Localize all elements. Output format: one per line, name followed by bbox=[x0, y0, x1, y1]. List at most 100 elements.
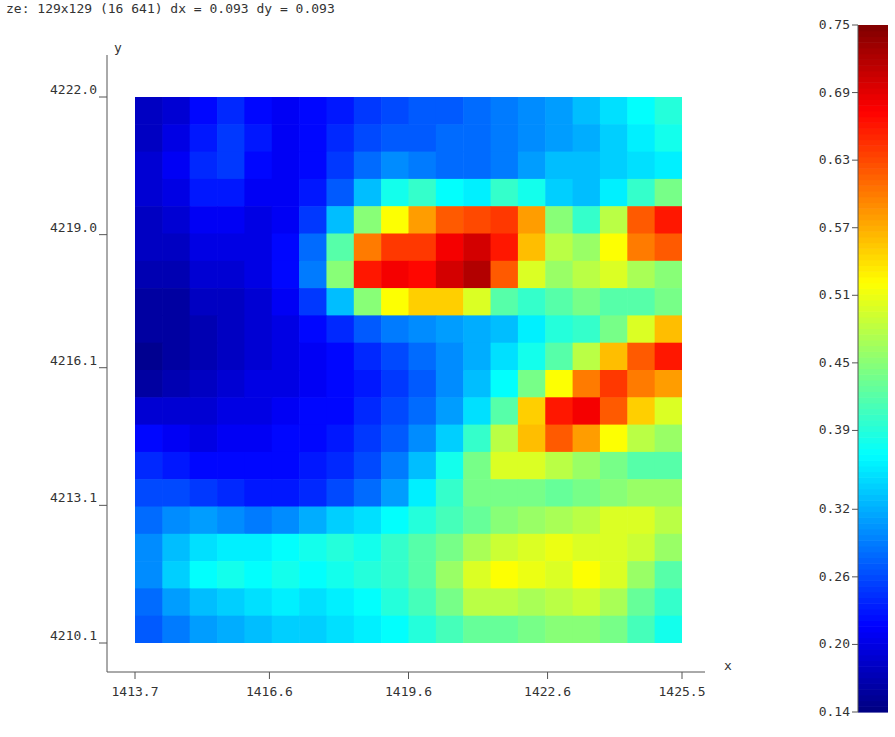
colorbar-strip bbox=[858, 48, 888, 54]
cell bbox=[463, 397, 491, 425]
cell bbox=[162, 425, 190, 453]
cell bbox=[655, 315, 682, 343]
cell bbox=[162, 234, 190, 262]
cell bbox=[655, 152, 682, 180]
cell bbox=[545, 234, 573, 262]
colorbar-tick bbox=[852, 25, 858, 26]
x-tick bbox=[547, 672, 548, 679]
colorbar-strip bbox=[858, 306, 888, 312]
cell bbox=[655, 97, 682, 125]
cell bbox=[655, 616, 682, 643]
colorbar-tick bbox=[852, 576, 858, 577]
cell bbox=[299, 534, 327, 562]
y-tick-label: 4216.1 bbox=[50, 353, 97, 368]
cell bbox=[627, 152, 655, 180]
cell bbox=[244, 534, 272, 562]
cell bbox=[463, 534, 491, 562]
cell bbox=[655, 534, 682, 562]
cell bbox=[381, 452, 409, 480]
colorbar-strip bbox=[858, 494, 888, 500]
cell bbox=[326, 588, 354, 616]
colorbar-tick-label: 0.51 bbox=[819, 287, 850, 302]
cell bbox=[135, 534, 163, 562]
cell bbox=[436, 616, 464, 643]
cell bbox=[162, 152, 190, 180]
colorbar-strip bbox=[858, 643, 888, 649]
cell bbox=[217, 534, 245, 562]
cell bbox=[244, 124, 272, 152]
cell bbox=[518, 397, 546, 425]
cell bbox=[463, 152, 491, 180]
colorbar-strip bbox=[858, 65, 888, 71]
cell bbox=[135, 561, 163, 589]
cell bbox=[381, 179, 409, 207]
colorbar-strip bbox=[858, 357, 888, 363]
cell bbox=[272, 370, 300, 398]
cell bbox=[491, 425, 519, 453]
cell bbox=[600, 288, 628, 316]
cell bbox=[244, 370, 272, 398]
cell bbox=[299, 370, 327, 398]
colorbar-strip bbox=[858, 243, 888, 249]
cell bbox=[436, 370, 464, 398]
cell bbox=[545, 452, 573, 480]
cell bbox=[409, 507, 437, 535]
colorbar-strip bbox=[858, 99, 888, 105]
cell bbox=[600, 534, 628, 562]
cell bbox=[463, 588, 491, 616]
cell bbox=[190, 507, 218, 535]
y-tick bbox=[99, 234, 107, 235]
cell bbox=[190, 179, 218, 207]
colorbar-strip bbox=[858, 111, 888, 117]
cell bbox=[545, 588, 573, 616]
colorbar-strip bbox=[858, 59, 888, 65]
cell bbox=[463, 507, 491, 535]
cell bbox=[491, 343, 519, 371]
colorbar-strip bbox=[858, 180, 888, 186]
colorbar-strip bbox=[858, 660, 888, 666]
cell bbox=[436, 179, 464, 207]
cell bbox=[436, 479, 464, 507]
cell bbox=[436, 534, 464, 562]
cell bbox=[272, 152, 300, 180]
cell bbox=[463, 261, 491, 289]
chart: ze: 129x129 (16 641) dx = 0.093 dy = 0.0… bbox=[0, 0, 895, 737]
colorbar-tick bbox=[852, 644, 858, 645]
cell bbox=[545, 315, 573, 343]
cell bbox=[381, 261, 409, 289]
cell bbox=[326, 452, 354, 480]
cell bbox=[272, 234, 300, 262]
cell bbox=[244, 206, 272, 234]
cell bbox=[326, 179, 354, 207]
cell bbox=[600, 616, 628, 643]
cell bbox=[326, 561, 354, 589]
colorbar-strip bbox=[858, 197, 888, 203]
cell bbox=[518, 370, 546, 398]
colorbar-strip bbox=[858, 300, 888, 306]
cell bbox=[135, 343, 163, 371]
cell bbox=[354, 588, 382, 616]
cell bbox=[600, 479, 628, 507]
cell bbox=[545, 425, 573, 453]
colorbar-tick-label: 0.45 bbox=[819, 355, 850, 370]
cell bbox=[518, 97, 546, 125]
cell bbox=[655, 397, 682, 425]
colorbar-tick-label: 0.57 bbox=[819, 220, 850, 235]
cell bbox=[409, 425, 437, 453]
colorbar-strip bbox=[858, 603, 888, 609]
cell bbox=[326, 343, 354, 371]
cell bbox=[627, 616, 655, 643]
cell bbox=[491, 507, 519, 535]
colorbar-strip bbox=[858, 157, 888, 163]
cell bbox=[627, 261, 655, 289]
cell bbox=[272, 588, 300, 616]
cell bbox=[299, 561, 327, 589]
cell bbox=[135, 588, 163, 616]
colorbar-strip bbox=[858, 695, 888, 701]
colorbar-strip bbox=[858, 351, 888, 357]
cell bbox=[491, 315, 519, 343]
cell bbox=[491, 616, 519, 643]
colorbar-strip bbox=[858, 706, 888, 712]
cell bbox=[436, 588, 464, 616]
colorbar-strip bbox=[858, 535, 888, 541]
